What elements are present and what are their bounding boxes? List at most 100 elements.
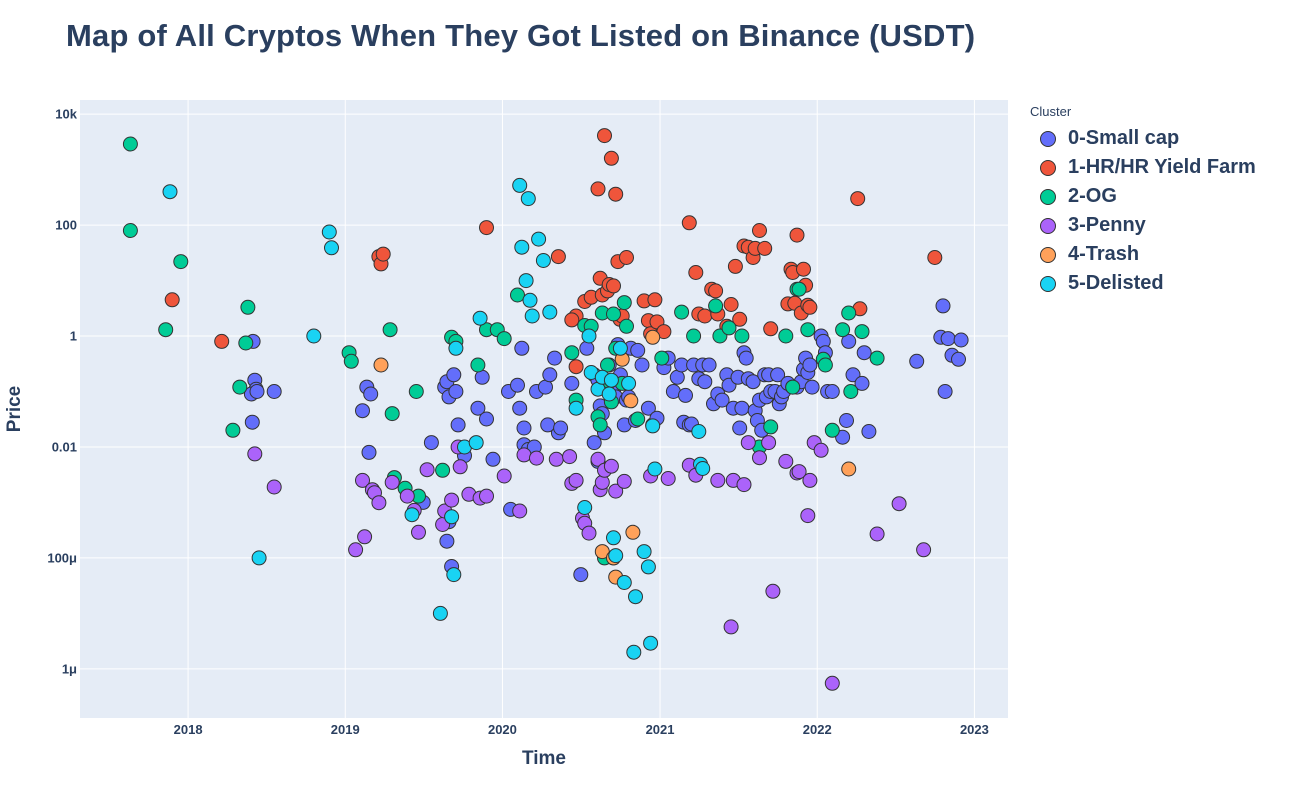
legend-item[interactable]: 2-OG <box>1030 182 1256 211</box>
data-point <box>542 304 558 320</box>
legend-marker-icon <box>1040 217 1056 234</box>
data-point <box>763 419 779 435</box>
data-point <box>450 417 466 433</box>
data-point <box>384 474 400 490</box>
data-point <box>547 350 563 366</box>
data-point <box>535 253 551 268</box>
data-point <box>485 451 501 467</box>
data-point <box>740 435 756 451</box>
x-axis-title: Time <box>522 748 566 769</box>
data-point <box>568 400 584 416</box>
x-tick-labels: 2018 2019 2020 2021 2022 2023 <box>174 722 989 737</box>
data-point <box>800 322 816 338</box>
plot-area <box>80 100 1008 718</box>
data-point <box>164 292 180 308</box>
data-point <box>802 472 818 488</box>
x-tick-label: 2019 <box>331 722 360 737</box>
data-point <box>423 435 439 451</box>
data-point <box>162 184 178 200</box>
data-point <box>516 447 532 463</box>
data-point <box>791 281 807 297</box>
data-point <box>244 414 260 430</box>
data-point <box>686 328 702 344</box>
data-point <box>708 298 724 314</box>
data-point <box>623 393 639 409</box>
data-point <box>761 435 777 451</box>
data-point <box>590 181 606 197</box>
data-point <box>158 322 174 338</box>
data-point <box>568 359 584 375</box>
data-point <box>937 384 953 399</box>
data-point <box>628 589 643 605</box>
legend-marker-icon <box>1040 159 1056 176</box>
data-point <box>404 507 420 523</box>
data-point <box>251 550 267 566</box>
data-point <box>636 544 652 560</box>
data-point <box>363 386 379 402</box>
data-point <box>448 340 464 356</box>
legend-label: 5-Delisted <box>1068 272 1164 294</box>
data-point <box>645 329 661 345</box>
data-point <box>845 367 861 383</box>
y-axis-title: Price <box>4 386 25 432</box>
data-point <box>940 331 956 347</box>
y-tick-label: 1μ <box>62 661 77 676</box>
data-point <box>791 464 807 480</box>
data-point <box>738 350 754 366</box>
data-point <box>266 384 282 399</box>
data-point <box>214 333 230 349</box>
data-point <box>452 459 468 475</box>
legend-marker-icon <box>1040 246 1056 263</box>
data-point <box>355 403 370 419</box>
data-point <box>732 311 748 327</box>
data-point <box>765 583 781 599</box>
series-3 <box>247 435 932 691</box>
data-point <box>640 559 656 575</box>
data-point <box>752 223 767 238</box>
legend-item[interactable]: 4-Trash <box>1030 240 1256 269</box>
legend-item[interactable]: 5-Delisted <box>1030 269 1256 298</box>
data-point <box>510 287 525 303</box>
data-point <box>419 462 435 478</box>
data-point <box>688 265 704 280</box>
data-point <box>861 424 877 439</box>
legend-marker-icon <box>1040 275 1056 292</box>
data-point <box>371 495 387 511</box>
data-point <box>630 342 646 358</box>
data-point <box>839 413 854 428</box>
data-point <box>770 367 786 383</box>
y-tick-label: 0.01 <box>52 439 77 454</box>
data-point <box>763 321 779 337</box>
data-point <box>714 392 730 408</box>
data-point <box>522 292 538 308</box>
data-point <box>375 246 391 262</box>
data-point <box>514 239 530 255</box>
y-tick-label: 10k <box>55 107 77 122</box>
data-point <box>734 328 750 344</box>
data-point <box>357 529 373 545</box>
data-point <box>373 357 389 373</box>
data-point <box>472 310 488 326</box>
data-point <box>625 524 641 540</box>
data-point <box>654 350 670 366</box>
data-point <box>843 384 859 399</box>
y-tick-label: 100 <box>55 218 77 233</box>
y-tick-label: 1 <box>70 329 77 344</box>
data-point <box>608 483 624 499</box>
data-point <box>355 472 370 488</box>
data-point <box>732 420 748 436</box>
x-tick-label: 2022 <box>803 722 832 737</box>
data-points <box>122 128 969 691</box>
data-point <box>232 379 248 395</box>
data-point <box>516 420 532 436</box>
data-point <box>804 379 820 395</box>
series-0 <box>243 298 969 583</box>
data-point <box>869 350 885 366</box>
legend-item[interactable]: 3-Penny <box>1030 211 1256 240</box>
legend-label: 4-Trash <box>1068 243 1140 265</box>
legend-item[interactable]: 1-HR/HR Yield Farm <box>1030 153 1256 182</box>
legend-label: 0-Small cap <box>1068 127 1180 149</box>
data-point <box>479 411 494 427</box>
legend-item[interactable]: 0-Small cap <box>1030 124 1256 153</box>
